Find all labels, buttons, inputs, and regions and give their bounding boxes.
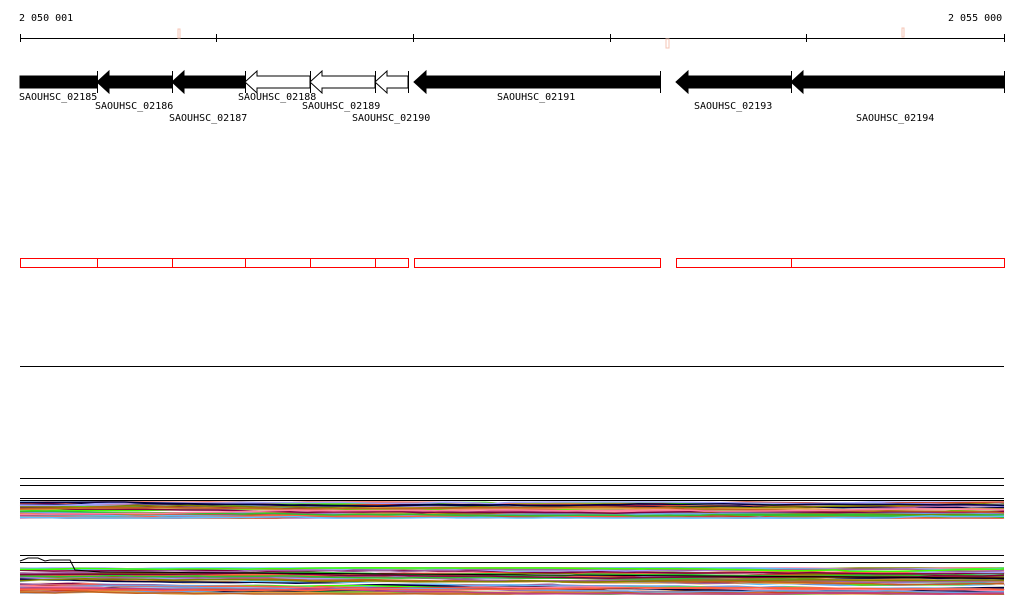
feature-box	[20, 258, 98, 268]
coverage-line	[19, 569, 1005, 575]
gene-arrow	[413, 69, 661, 95]
coverage-line	[19, 586, 1005, 592]
feature-box	[414, 258, 661, 268]
feature-box	[245, 258, 311, 268]
ruler-end-label: 2 055 000	[948, 13, 1003, 24]
coverage-line	[19, 557, 1005, 579]
gene-label[interactable]: SAOUHSC_02185	[19, 92, 98, 103]
gene-label[interactable]: SAOUHSC_02186	[95, 101, 174, 112]
feature-box	[791, 258, 1005, 268]
coverage-line	[19, 567, 1005, 573]
gene-arrow	[309, 69, 376, 95]
gene-label[interactable]: SAOUHSC_02188	[238, 92, 317, 103]
feature-box	[676, 258, 792, 268]
gene-arrow	[96, 69, 173, 95]
gene-label[interactable]: SAOUHSC_02190	[352, 113, 431, 124]
gene-arrow	[675, 69, 792, 95]
coverage-line	[19, 515, 1005, 519]
ruler-marker	[901, 27, 905, 38]
coverage-line	[20, 510, 1005, 519]
gene-arrow	[374, 69, 409, 95]
coverage-line	[19, 501, 1005, 507]
feature-box	[172, 258, 246, 268]
gene-label[interactable]: SAOUHSC_02191	[497, 92, 576, 103]
gene-label[interactable]: SAOUHSC_02194	[856, 113, 935, 124]
feature-box	[375, 258, 409, 268]
coverage-line	[19, 506, 1005, 514]
gene-arrow	[244, 69, 311, 95]
ruler-marker	[665, 38, 670, 49]
coverage-line	[19, 580, 1005, 588]
feature-box	[310, 258, 376, 268]
gene-label[interactable]: SAOUHSC_02187	[169, 113, 248, 124]
coverage-line	[20, 507, 1005, 514]
ruler-marker	[177, 28, 181, 39]
gene-arrow	[19, 75, 98, 89]
ruler-start-label: 2 050 001	[19, 13, 74, 24]
gene-arrow	[790, 69, 1005, 95]
gene-arrow	[171, 69, 246, 95]
coverage-line	[19, 507, 1005, 516]
gene-label[interactable]: SAOUHSC_02193	[694, 101, 773, 112]
gene-label[interactable]: SAOUHSC_02189	[302, 101, 381, 112]
coverage-line	[19, 574, 1005, 580]
coverage-line	[19, 577, 1005, 583]
coverage-line	[19, 568, 1005, 575]
feature-box	[97, 258, 173, 268]
